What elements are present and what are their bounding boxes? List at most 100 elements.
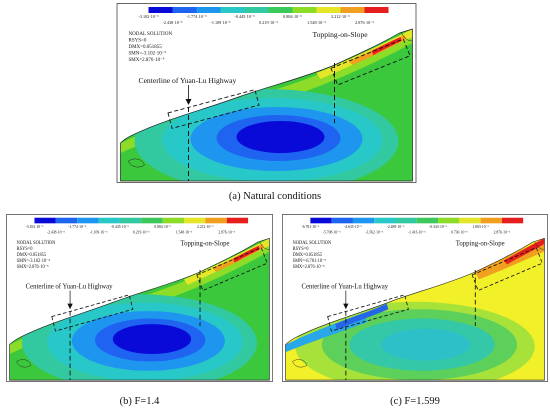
legend-swatch <box>226 217 249 224</box>
legend-swatch <box>148 7 173 13</box>
legend-swatch <box>172 7 197 13</box>
legend-value: 0.730·10⁻⁵ <box>451 231 468 235</box>
contour-band <box>503 238 545 265</box>
info-line: DMX=0.051855 <box>129 45 163 50</box>
info-line: SMN=-3.102·10⁻⁵ <box>17 258 51 263</box>
legend-swatch <box>205 217 227 224</box>
panel-f-1-599: -6.781·10⁻⁵ -4.635·10⁻⁵ -2.489·10⁻⁵ -0.343·… <box>282 214 548 382</box>
legend-value: -1.416·10⁻⁵ <box>408 231 426 235</box>
highway-arrow-head <box>185 99 192 105</box>
color-legend: -3.102·10⁻⁵ -1.774·10⁻⁵ -0.445·10⁻⁵ 0.884·1… <box>26 217 249 235</box>
slope-outline <box>9 237 270 381</box>
legend-value: -6.781·10⁻⁵ <box>301 225 319 229</box>
legend-value: 2.876·10⁻⁵ <box>218 231 235 235</box>
legend-value: 0.884·10⁻⁵ <box>154 225 171 229</box>
legend-value: -1.774·10⁻⁵ <box>186 14 207 19</box>
surface-layer <box>128 158 145 168</box>
legend-swatch <box>292 7 317 13</box>
legend-value: 1.803·10⁻⁵ <box>472 225 489 229</box>
legend-value: -1.109·10⁻⁵ <box>210 20 231 25</box>
legend-value: -3.562·10⁻⁵ <box>365 231 383 235</box>
info-line: RSYS=0 <box>293 246 309 251</box>
info-line: SMX=2.876·10⁻⁵ <box>129 57 165 63</box>
highway-arrow-head <box>343 303 349 310</box>
legend-value: -4.635·10⁻⁵ <box>344 225 362 229</box>
info-line: SMX=2.876·10⁻⁵ <box>293 264 325 269</box>
panel-f-1-4: -3.102·10⁻⁵ -1.774·10⁻⁵ -0.445·10⁻⁵ 0.884·1… <box>6 214 273 382</box>
contour-plot: -6.781·10⁻⁵ -4.635·10⁻⁵ -2.489·10⁻⁵ -0.343·… <box>282 214 548 382</box>
legend-swatch <box>268 7 293 13</box>
surface-layer <box>16 359 32 368</box>
legend-swatch <box>196 7 221 13</box>
legend-value: -2.438·10⁻⁵ <box>47 231 66 235</box>
legend-value: 2.212·10⁻⁵ <box>331 14 350 19</box>
surface-layer <box>259 241 270 250</box>
legend-swatch <box>331 217 353 224</box>
legend-swatch <box>364 7 389 13</box>
contour-plot: -3.102·10⁻⁵ -1.774·10⁻⁵ -0.445·10⁻⁵ 0.884·1… <box>6 214 273 382</box>
info-line: NODAL SOLUTION <box>129 32 173 37</box>
caption-b: (b) F=1.4 <box>119 396 160 407</box>
legend-value: -3.102·10⁻⁵ <box>26 225 45 229</box>
legend-swatch <box>184 217 206 224</box>
info-line: RSYS=0 <box>17 246 34 251</box>
legend-swatch <box>501 217 524 224</box>
caption-c: (c) F=1.599 <box>390 396 440 407</box>
contour-band <box>381 328 470 361</box>
nodal-solution-info: NODAL SOLUTIONRSYS=0DMX=0.051855SMN=-6.7… <box>293 240 332 269</box>
highway-zone-box <box>51 294 134 332</box>
color-legend: -6.781·10⁻⁵ -4.635·10⁻⁵ -2.489·10⁻⁵ -0.343·… <box>301 217 524 235</box>
surface-layer <box>534 241 545 250</box>
caption-a: (a) Natural conditions <box>228 191 322 202</box>
highway-zone-box <box>327 294 409 332</box>
contour-band <box>112 324 192 354</box>
contour-plot: -3.102·10⁻⁵ -1.774·10⁻⁵ -0.445·10⁻⁵ 0.884·1… <box>116 3 417 183</box>
legend-value: 0.884·10⁻⁵ <box>283 14 302 19</box>
legend-swatch <box>55 217 78 224</box>
legend-swatch <box>119 217 142 224</box>
legend-value: -5.708·10⁻⁵ <box>323 231 341 235</box>
slope-outline <box>120 28 413 182</box>
legend-value: 2.876·10⁻⁵ <box>494 231 511 235</box>
legend-value: 0.219·10⁻⁵ <box>259 20 278 25</box>
legend-swatch <box>352 217 375 224</box>
legend-value: -2.489·10⁻⁵ <box>387 225 405 229</box>
info-line: RSYS=0 <box>129 39 147 44</box>
legend-swatch <box>459 217 481 224</box>
nodal-solution-info: NODAL SOLUTION RSYS=0DMX=0.051855SMN=-3.1… <box>129 32 173 63</box>
legend-swatch <box>340 7 365 13</box>
highway-centerline-label: Centerline of Yuan-Lu Highway <box>26 284 114 291</box>
topping-on-slope-box <box>330 38 411 86</box>
info-line: DMX=0.051855 <box>17 252 47 257</box>
info-line: DMX=0.051855 <box>293 252 323 257</box>
legend-swatch <box>244 7 269 13</box>
legend-swatch <box>310 217 332 224</box>
highway-arrow-head <box>67 303 73 310</box>
contour-band <box>335 303 389 330</box>
surface-layer <box>401 32 413 42</box>
legend-swatch <box>162 217 184 224</box>
contour-band <box>236 121 325 153</box>
legend-swatch <box>316 7 341 13</box>
info-line: SMN=-3.102·10⁻⁵ <box>129 51 167 57</box>
legend-swatch <box>34 217 56 224</box>
topping-on-slope-box <box>471 247 543 292</box>
legend-swatch <box>438 217 460 224</box>
legend-value: 1.548·10⁻⁵ <box>307 20 326 25</box>
topping-on-slope-label: Topping-on-Slope <box>456 241 505 248</box>
info-line: NODAL SOLUTION <box>293 240 332 245</box>
legend-swatch <box>395 217 417 224</box>
color-legend: -3.102·10⁻⁵ -1.774·10⁻⁵ -0.445·10⁻⁵ 0.884·1… <box>138 7 389 25</box>
info-line: SMN=-6.781·10⁻⁵ <box>293 258 327 263</box>
legend-value: -0.445·10⁻⁵ <box>234 14 255 19</box>
legend-value: 2.876·10⁻⁵ <box>355 20 374 25</box>
nodal-solution-info: NODAL SOLUTIONRSYS=0DMX=0.051855SMN=-3.1… <box>17 240 56 269</box>
legend-value: -1.109·10⁻⁵ <box>90 231 109 235</box>
info-line: SMX=2.876·10⁻⁵ <box>17 264 49 269</box>
legend-swatch <box>77 217 99 224</box>
legend-value: -1.774·10⁻⁵ <box>68 225 87 229</box>
legend-swatch <box>141 217 163 224</box>
highway-centerline-label: Centerline of Yuan-Lu Highway <box>139 76 237 85</box>
legend-swatch <box>220 7 245 13</box>
legend-value: -0.343·10⁻⁵ <box>429 225 447 229</box>
